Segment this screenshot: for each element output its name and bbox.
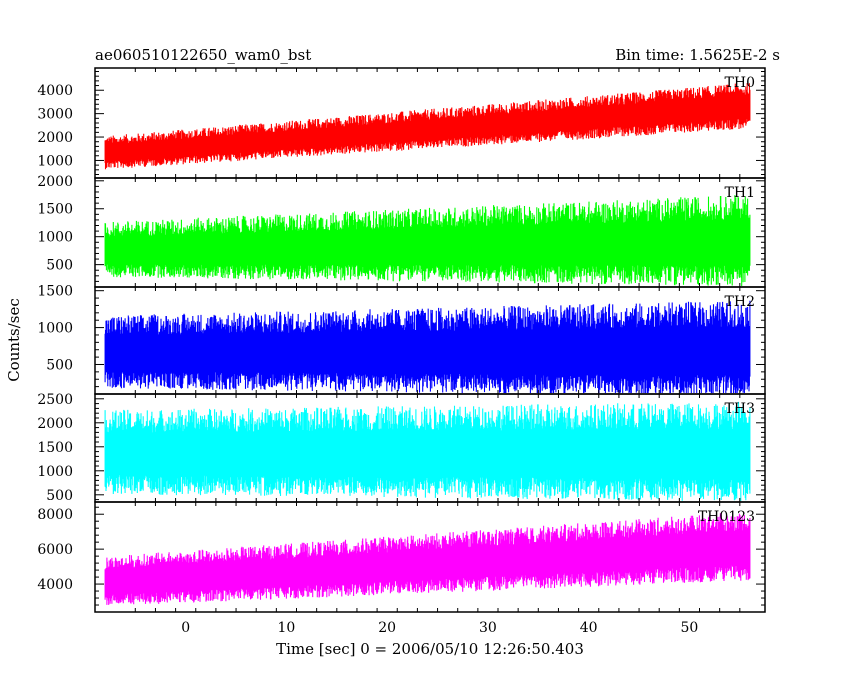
panel-label-th3: TH3: [725, 401, 755, 417]
series-trace-th0: [104, 83, 751, 170]
y-tick-label: 2000: [37, 130, 73, 146]
series-trace-th0123: [104, 513, 751, 605]
x-tick-label: 20: [378, 620, 396, 636]
x-tick-label: 0: [181, 620, 190, 636]
panel-th1: 500 1000 1500 2000 TH1: [37, 174, 766, 288]
x-tick-label: 50: [681, 620, 699, 636]
panel-stack: 1000200030004000TH0500100015002000TH1500…: [37, 67, 766, 636]
x-tick-label: 10: [278, 620, 296, 636]
y-tick-label: 2000: [37, 416, 73, 432]
x-tick-label: 40: [580, 620, 598, 636]
x-axis-label: Time [sec] 0 = 2006/05/10 12:26:50.403: [276, 640, 584, 658]
y-tick-label: 6000: [37, 542, 73, 558]
y-tick-label: 3000: [37, 107, 73, 123]
y-tick-label: 500: [46, 488, 73, 504]
y-tick-label: 8000: [37, 507, 73, 523]
panel-label-th0: TH0: [725, 75, 755, 91]
y-tick-label: 1500: [37, 284, 73, 300]
y-tick-label: 1000: [37, 464, 73, 480]
x-tick-label: 30: [479, 620, 497, 636]
panel-th0123: 4000 6000 8000 TH0123: [37, 501, 766, 613]
panel-label-th2: TH2: [725, 294, 755, 310]
series-trace-th1: [104, 195, 751, 286]
panel-frame: [94, 501, 766, 613]
y-axis-label: Counts/sec: [5, 298, 23, 382]
panel-label-th0123: TH0123: [698, 509, 755, 525]
panel-th2: 500 1000 1500 TH2: [37, 284, 766, 395]
y-tick-label: 4000: [37, 577, 73, 593]
chart-title: ae060510122650_wam0_bst: [95, 46, 311, 64]
panel-th0: 1000 2000 3000 4000 TH0: [37, 67, 766, 179]
series-trace-th3: [104, 401, 751, 501]
y-tick-label: 1000: [37, 230, 73, 246]
panel-th3: 500 1000 1500 2000 2500 TH3: [37, 392, 766, 504]
bin-time-label: Bin time: 1.5625E-2 s: [615, 46, 780, 64]
series-trace-th2: [104, 300, 751, 393]
y-tick-label: 1000: [37, 321, 73, 337]
y-tick-label: 4000: [37, 83, 73, 99]
y-tick-label: 2500: [37, 392, 73, 408]
y-tick-label: 500: [46, 357, 73, 373]
y-tick-label: 1500: [37, 440, 73, 456]
panel-label-th1: TH1: [725, 185, 755, 201]
y-tick-label: 500: [46, 258, 73, 274]
y-tick-label: 1500: [37, 202, 73, 218]
y-tick-label: 2000: [37, 174, 73, 190]
y-tick-label: 1000: [37, 153, 73, 169]
